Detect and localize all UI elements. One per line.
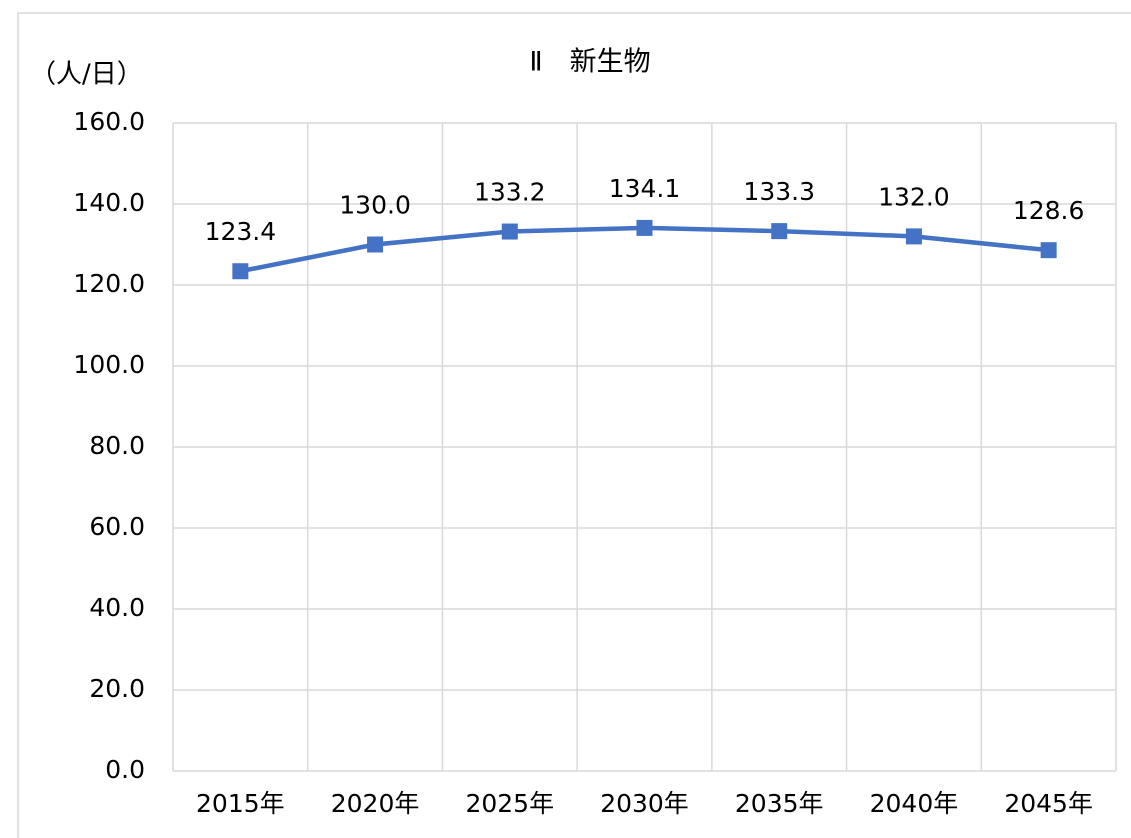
x-tick-label: 2040年 [870, 789, 959, 818]
data-label: 130.0 [339, 191, 411, 220]
y-tick-label: 160.0 [73, 107, 145, 136]
chart-frame [17, 12, 1131, 838]
data-marker [1040, 242, 1057, 259]
y-tick-label: 40.0 [89, 593, 145, 622]
x-tick-label: 2045年 [1004, 789, 1093, 818]
y-tick-label: 60.0 [89, 512, 145, 541]
y-tick-label: 80.0 [89, 431, 145, 460]
y-tick-label: 0.0 [105, 755, 145, 784]
data-marker [636, 219, 653, 236]
x-tick-label: 2015年 [196, 789, 285, 818]
data-label: 123.4 [205, 217, 277, 246]
data-marker [771, 223, 788, 240]
data-label: 132.0 [878, 182, 950, 211]
data-marker [232, 263, 249, 280]
chart-title: Ⅱ 新生物 [529, 47, 650, 78]
x-tick-label: 2035年 [735, 789, 824, 818]
data-marker [367, 236, 384, 253]
data-label: 134.1 [609, 174, 681, 203]
data-label: 133.3 [743, 177, 815, 206]
y-tick-label: 100.0 [73, 350, 145, 379]
data-marker [905, 228, 922, 245]
y-tick-label: 20.0 [89, 674, 145, 703]
data-label: 128.6 [1013, 196, 1085, 225]
data-label: 133.2 [474, 178, 546, 207]
x-tick-label: 2025年 [465, 789, 554, 818]
y-tick-label: 140.0 [73, 188, 145, 217]
x-tick-label: 2020年 [331, 789, 420, 818]
y-axis-label: （人/日） [30, 60, 143, 90]
x-tick-label: 2030年 [600, 789, 689, 818]
data-marker [501, 223, 518, 240]
y-tick-label: 120.0 [73, 269, 145, 298]
